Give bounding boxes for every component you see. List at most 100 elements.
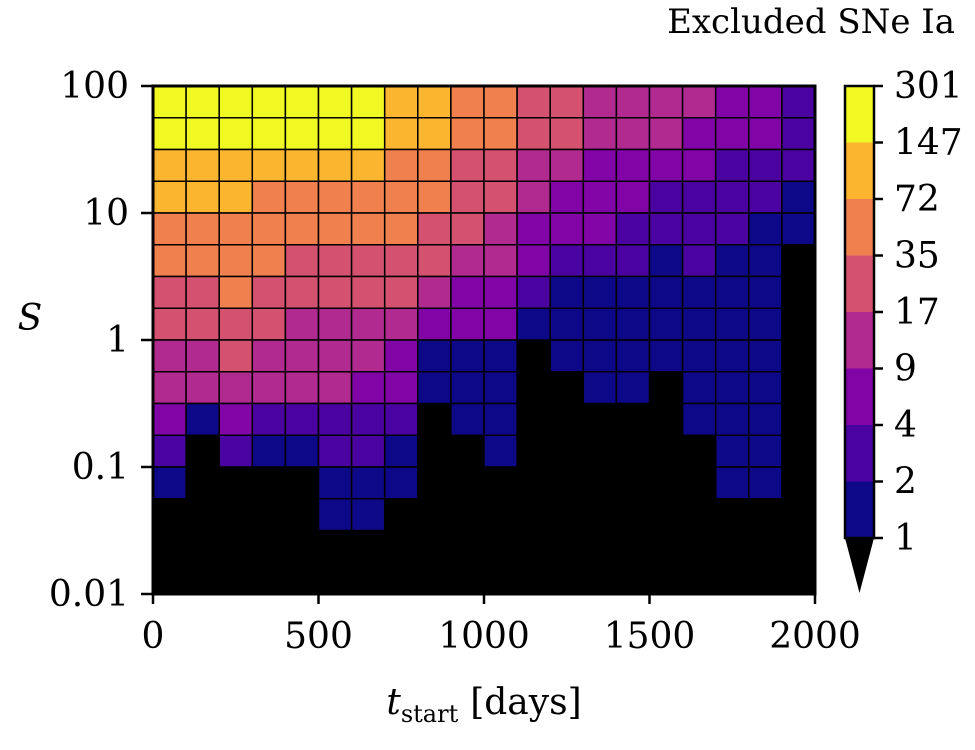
heatmap-cell xyxy=(350,498,386,532)
heatmap-cell xyxy=(681,244,717,278)
heatmap-cell xyxy=(582,244,618,278)
heatmap-cell xyxy=(781,117,816,151)
heatmap-cell xyxy=(582,339,618,373)
heatmap-cell xyxy=(781,180,816,214)
x-axis-label: tstart [days] xyxy=(386,682,581,728)
heatmap-cell xyxy=(781,85,816,119)
heatmap-cell xyxy=(648,180,684,214)
colorbar-tick-label: 35 xyxy=(894,236,940,277)
heatmap-cell xyxy=(417,307,452,341)
heatmap-cell xyxy=(284,117,320,151)
heatmap-cell xyxy=(615,180,651,214)
heatmap-cell xyxy=(714,339,750,373)
heatmap-cell xyxy=(152,307,187,341)
heatmap-cell xyxy=(218,339,254,373)
colorbar-tick-label: 17 xyxy=(894,292,940,333)
heatmap-cell xyxy=(317,275,353,309)
heatmap-cell xyxy=(549,180,585,214)
heatmap-cell xyxy=(714,85,750,119)
colorbar-segment xyxy=(845,312,874,369)
heatmap-cell xyxy=(748,85,783,119)
heatmap-cell xyxy=(714,275,750,309)
heatmap-cell xyxy=(748,434,783,468)
heatmap-cell xyxy=(185,275,220,309)
heatmap-cell xyxy=(483,85,518,119)
heatmap-cell xyxy=(615,339,651,373)
heatmap-cell xyxy=(383,180,419,214)
heatmap-cell xyxy=(284,307,320,341)
heatmap-cell xyxy=(615,275,651,309)
heatmap-cell xyxy=(152,85,187,119)
heatmap-cell xyxy=(284,275,320,309)
heatmap-cell xyxy=(615,371,651,405)
y-tick-label: 0.01 xyxy=(49,574,129,615)
heatmap-cell xyxy=(284,85,320,119)
heatmap-cell xyxy=(152,371,187,405)
heatmap-cell xyxy=(781,212,816,246)
heatmap-cell xyxy=(218,307,254,341)
x-axis: 0 500 1000 1500 2000 xyxy=(142,594,861,657)
heatmap-cell xyxy=(714,244,750,278)
heatmap-cell xyxy=(681,371,717,405)
heatmap-cell xyxy=(681,85,717,119)
heatmap-cell xyxy=(350,275,386,309)
heatmap-cell xyxy=(681,402,717,436)
heatmap-cell xyxy=(152,339,187,373)
y-axis-label: S xyxy=(18,298,43,339)
heatmap-cell xyxy=(748,339,783,373)
heatmap-cell xyxy=(152,180,187,214)
heatmap-cell xyxy=(483,117,518,151)
heatmap-cell xyxy=(748,117,783,151)
heatmap-cell xyxy=(218,434,254,468)
heatmap-cell xyxy=(417,371,452,405)
colorbar-segment xyxy=(845,368,874,425)
heatmap-cell xyxy=(350,148,386,182)
colorbar-segment xyxy=(845,425,874,482)
heatmap-cell xyxy=(383,117,419,151)
heatmap-cell xyxy=(483,275,518,309)
heatmap-cell xyxy=(383,244,419,278)
heatmap-cell xyxy=(284,371,320,405)
heatmap-cell xyxy=(152,402,187,436)
colorbar-extend-triangle xyxy=(845,538,874,593)
heatmap-cell xyxy=(483,148,518,182)
heatmap-cell xyxy=(681,307,717,341)
heatmap-cell xyxy=(648,212,684,246)
heatmap-cell xyxy=(450,307,485,341)
y-tick-label: 1 xyxy=(106,320,129,361)
heatmap-cell xyxy=(582,212,618,246)
heatmap-cell xyxy=(185,244,220,278)
heatmap-cell xyxy=(218,371,254,405)
heatmap-cell xyxy=(681,212,717,246)
heatmap-cell xyxy=(748,180,783,214)
heatmap-cell xyxy=(152,434,187,468)
heatmap-cell xyxy=(450,85,485,119)
heatmap-cell xyxy=(383,371,419,405)
heatmap-cell xyxy=(681,180,717,214)
heatmap-cell xyxy=(218,244,254,278)
heatmap-cell xyxy=(549,339,585,373)
heatmap-cell xyxy=(251,402,287,436)
heatmap-cell xyxy=(648,244,684,278)
heatmap-cell xyxy=(516,275,551,309)
heatmap-cell xyxy=(648,275,684,309)
heatmap-cell xyxy=(383,434,419,468)
y-axis: 0.01 0.1 1 10 100 xyxy=(49,66,153,615)
heatmap-cell xyxy=(350,339,386,373)
colorbar-tick-label: 147 xyxy=(894,123,963,164)
heatmap-cell xyxy=(714,307,750,341)
colorbar-tick-label: 1 xyxy=(894,518,917,559)
heatmap-cell xyxy=(681,339,717,373)
heatmap-cell xyxy=(317,212,353,246)
heatmap-cell xyxy=(417,275,452,309)
colorbar-tick-label: 2 xyxy=(894,462,917,503)
heatmap-cell xyxy=(714,180,750,214)
heatmap-cell xyxy=(185,371,220,405)
heatmap-cell xyxy=(549,244,585,278)
heatmap-cell xyxy=(549,85,585,119)
heatmap-cell xyxy=(218,402,254,436)
heatmap-cells xyxy=(152,85,816,594)
heatmap-cell xyxy=(251,117,287,151)
heatmap-cell xyxy=(714,212,750,246)
heatmap-cell xyxy=(251,85,287,119)
